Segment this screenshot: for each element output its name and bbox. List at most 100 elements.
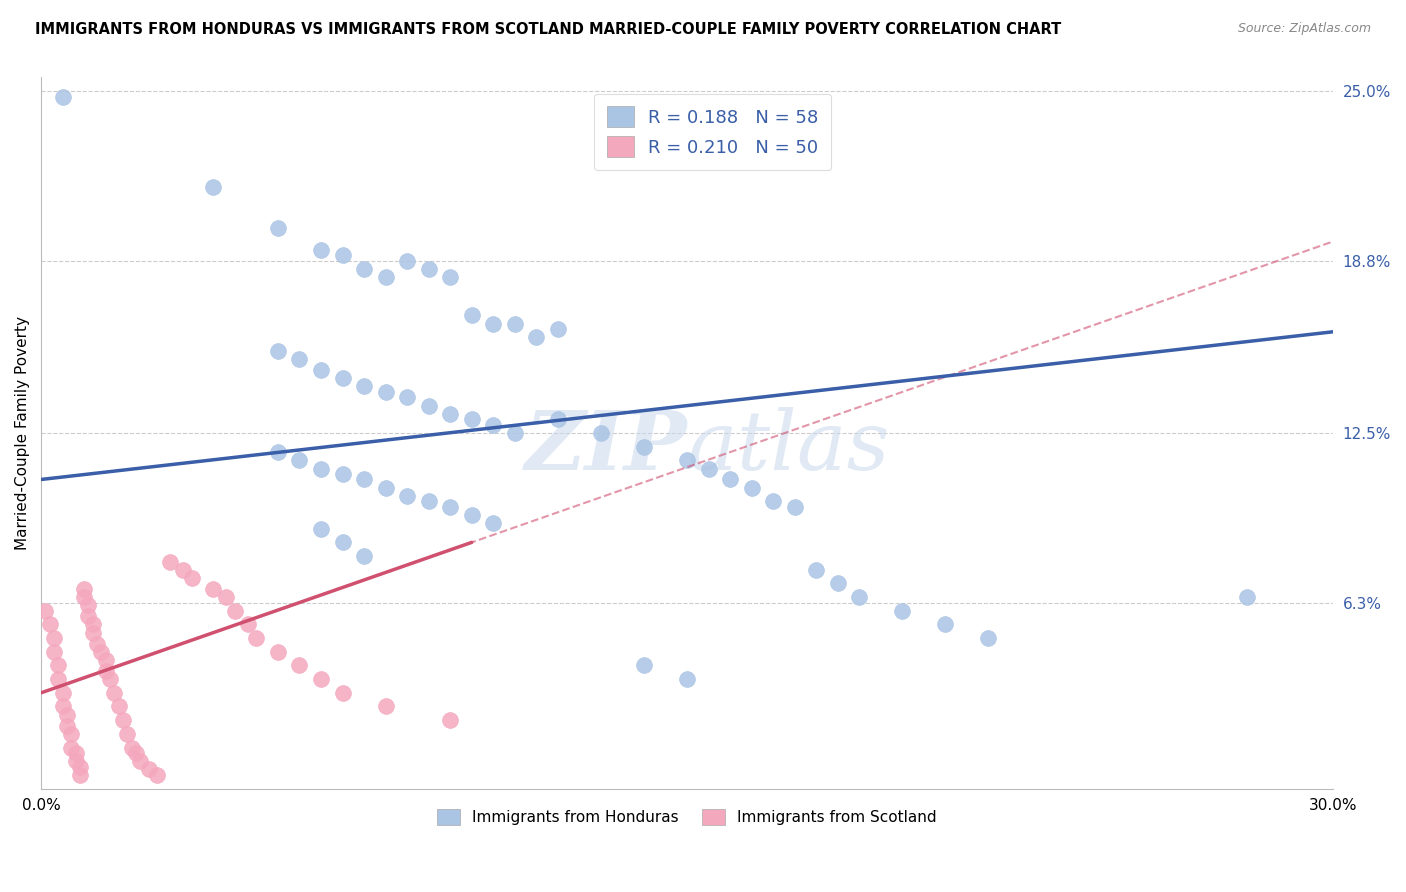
Point	[309, 243, 332, 257]
Point	[60, 727, 83, 741]
Point	[848, 590, 870, 604]
Y-axis label: Married-Couple Family Poverty: Married-Couple Family Poverty	[15, 316, 30, 550]
Point	[633, 658, 655, 673]
Point	[90, 645, 112, 659]
Point	[121, 740, 143, 755]
Point	[42, 631, 65, 645]
Point	[633, 440, 655, 454]
Point	[589, 425, 612, 440]
Point	[309, 672, 332, 686]
Point	[267, 445, 290, 459]
Point	[332, 371, 354, 385]
Text: IMMIGRANTS FROM HONDURAS VS IMMIGRANTS FROM SCOTLAND MARRIED-COUPLE FAMILY POVER: IMMIGRANTS FROM HONDURAS VS IMMIGRANTS F…	[35, 22, 1062, 37]
Point	[180, 571, 202, 585]
Point	[56, 707, 79, 722]
Text: atlas: atlas	[688, 408, 890, 487]
Point	[267, 220, 290, 235]
Point	[374, 699, 396, 714]
Point	[125, 746, 148, 760]
Point	[267, 645, 290, 659]
Point	[418, 399, 440, 413]
Legend: Immigrants from Honduras, Immigrants from Scotland: Immigrants from Honduras, Immigrants fro…	[427, 800, 946, 834]
Point	[52, 699, 75, 714]
Point	[309, 522, 332, 536]
Point	[396, 489, 419, 503]
Point	[503, 317, 526, 331]
Point	[503, 425, 526, 440]
Point	[332, 467, 354, 481]
Point	[353, 549, 375, 563]
Point	[309, 461, 332, 475]
Point	[288, 658, 311, 673]
Point	[439, 713, 461, 727]
Point	[741, 481, 763, 495]
Point	[159, 555, 181, 569]
Point	[236, 617, 259, 632]
Point	[374, 270, 396, 285]
Point	[374, 384, 396, 399]
Point	[396, 391, 419, 405]
Point	[332, 535, 354, 549]
Point	[94, 653, 117, 667]
Text: Source: ZipAtlas.com: Source: ZipAtlas.com	[1237, 22, 1371, 36]
Point	[547, 322, 569, 336]
Point	[762, 494, 785, 508]
Point	[1236, 590, 1258, 604]
Point	[353, 261, 375, 276]
Point	[418, 261, 440, 276]
Point	[224, 604, 246, 618]
Point	[77, 609, 100, 624]
Point	[65, 746, 87, 760]
Point	[34, 604, 56, 618]
Point	[827, 576, 849, 591]
Point	[215, 590, 238, 604]
Point	[418, 494, 440, 508]
Point	[460, 508, 482, 522]
Point	[38, 617, 60, 632]
Point	[353, 379, 375, 393]
Point	[73, 582, 96, 596]
Point	[460, 309, 482, 323]
Point	[115, 727, 138, 741]
Point	[697, 461, 720, 475]
Point	[524, 330, 547, 344]
Point	[396, 253, 419, 268]
Point	[353, 473, 375, 487]
Point	[460, 412, 482, 426]
Point	[309, 363, 332, 377]
Point	[288, 352, 311, 367]
Point	[439, 500, 461, 514]
Point	[288, 453, 311, 467]
Point	[107, 699, 129, 714]
Point	[332, 248, 354, 262]
Point	[374, 481, 396, 495]
Point	[676, 453, 699, 467]
Point	[46, 672, 69, 686]
Point	[42, 645, 65, 659]
Point	[676, 672, 699, 686]
Point	[718, 473, 741, 487]
Point	[172, 563, 194, 577]
Point	[82, 625, 104, 640]
Point	[138, 763, 160, 777]
Point	[111, 713, 134, 727]
Point	[332, 686, 354, 700]
Point	[202, 582, 225, 596]
Point	[86, 636, 108, 650]
Point	[891, 604, 914, 618]
Point	[94, 664, 117, 678]
Point	[439, 270, 461, 285]
Point	[783, 500, 806, 514]
Point	[245, 631, 267, 645]
Point	[69, 768, 91, 782]
Point	[52, 686, 75, 700]
Point	[934, 617, 956, 632]
Point	[77, 599, 100, 613]
Point	[69, 759, 91, 773]
Point	[60, 740, 83, 755]
Point	[482, 516, 505, 531]
Point	[103, 686, 125, 700]
Point	[73, 590, 96, 604]
Point	[806, 563, 828, 577]
Point	[52, 89, 75, 103]
